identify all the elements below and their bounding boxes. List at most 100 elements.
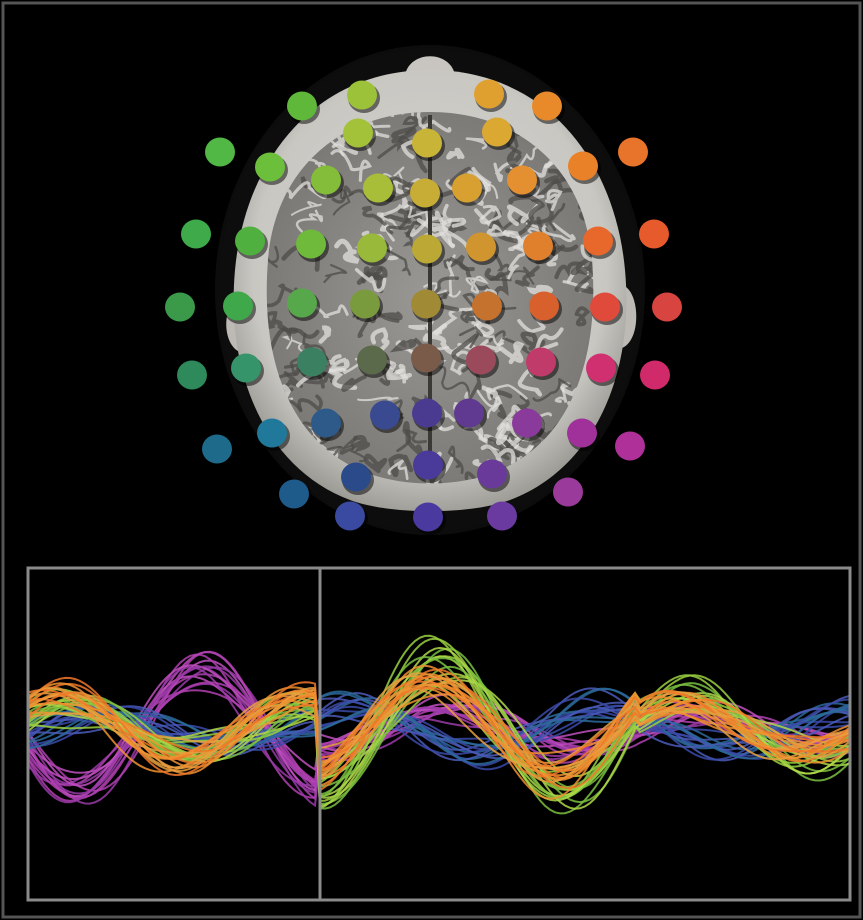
electrode — [202, 434, 232, 464]
electrode — [335, 501, 365, 531]
fold — [493, 160, 517, 183]
electrode — [477, 459, 507, 489]
electrode — [287, 288, 317, 318]
fold — [389, 338, 417, 353]
trace — [28, 677, 850, 783]
electrode — [567, 418, 597, 448]
electrode — [165, 292, 195, 322]
fold — [295, 209, 323, 233]
fold — [464, 471, 517, 484]
fold — [495, 418, 529, 446]
electrode — [411, 343, 441, 373]
trace-panel — [26, 566, 852, 902]
fold — [574, 306, 591, 327]
electrode — [341, 462, 371, 492]
fold — [580, 244, 594, 267]
fold — [269, 327, 320, 351]
fold — [416, 112, 452, 133]
fold — [562, 280, 589, 293]
trace — [28, 682, 850, 780]
electrode — [231, 353, 261, 383]
electrode — [482, 117, 512, 147]
electrode — [413, 502, 443, 532]
fold — [458, 325, 483, 349]
fold — [378, 311, 403, 321]
electrode — [343, 118, 373, 148]
electrode — [287, 91, 317, 121]
fold — [465, 275, 489, 294]
fold — [388, 453, 414, 478]
electrode — [507, 165, 537, 195]
electrode — [472, 291, 502, 321]
electrode — [412, 398, 442, 428]
electrode — [350, 289, 380, 319]
electrode — [640, 360, 670, 390]
electrode — [205, 137, 235, 167]
electrode — [410, 178, 440, 208]
fold — [498, 341, 525, 365]
electrode — [363, 173, 393, 203]
electrode — [357, 345, 387, 375]
electrode — [311, 165, 341, 195]
trace — [28, 686, 850, 792]
trace — [28, 692, 850, 782]
electrode — [586, 353, 616, 383]
electrode — [412, 128, 442, 158]
fold — [290, 201, 322, 216]
electrode — [412, 234, 442, 264]
fold — [364, 453, 388, 474]
electrode — [639, 219, 669, 249]
electrode — [411, 289, 441, 319]
electrode — [583, 226, 613, 256]
electrode — [357, 233, 387, 263]
fold — [506, 202, 542, 227]
electrode — [454, 398, 484, 428]
trace — [28, 687, 850, 779]
fold — [532, 378, 572, 402]
electrode — [347, 80, 377, 110]
electrode — [618, 137, 648, 167]
fold — [508, 194, 545, 221]
fold — [484, 267, 509, 306]
electrode — [452, 173, 482, 203]
fold — [496, 404, 527, 432]
fold — [339, 434, 371, 455]
fold — [331, 185, 368, 204]
fold — [281, 335, 310, 355]
fold — [439, 366, 472, 402]
fold — [323, 263, 348, 284]
fold — [386, 363, 412, 381]
fold — [370, 327, 390, 354]
fold — [514, 265, 540, 287]
electrode — [590, 292, 620, 322]
fold — [354, 267, 387, 293]
fold — [526, 284, 553, 295]
electrode — [466, 232, 496, 262]
fold — [574, 260, 594, 295]
electrode — [512, 408, 542, 438]
fold — [391, 126, 419, 152]
electrode — [257, 418, 287, 448]
electrode — [529, 291, 559, 321]
fold — [386, 221, 416, 238]
fold — [361, 205, 387, 226]
fold — [302, 333, 326, 355]
trace — [28, 668, 850, 767]
electrode — [553, 477, 583, 507]
fold — [554, 261, 586, 280]
electrode — [370, 400, 400, 430]
electrode — [487, 501, 517, 531]
fold — [447, 445, 464, 475]
trace — [28, 706, 850, 765]
fold — [486, 384, 528, 401]
electrode — [466, 345, 496, 375]
trace — [28, 697, 850, 751]
fold — [398, 208, 423, 230]
fold — [450, 350, 480, 376]
fold — [297, 394, 323, 413]
electrodes — [165, 79, 685, 535]
fold — [318, 325, 332, 344]
fold — [544, 189, 563, 212]
